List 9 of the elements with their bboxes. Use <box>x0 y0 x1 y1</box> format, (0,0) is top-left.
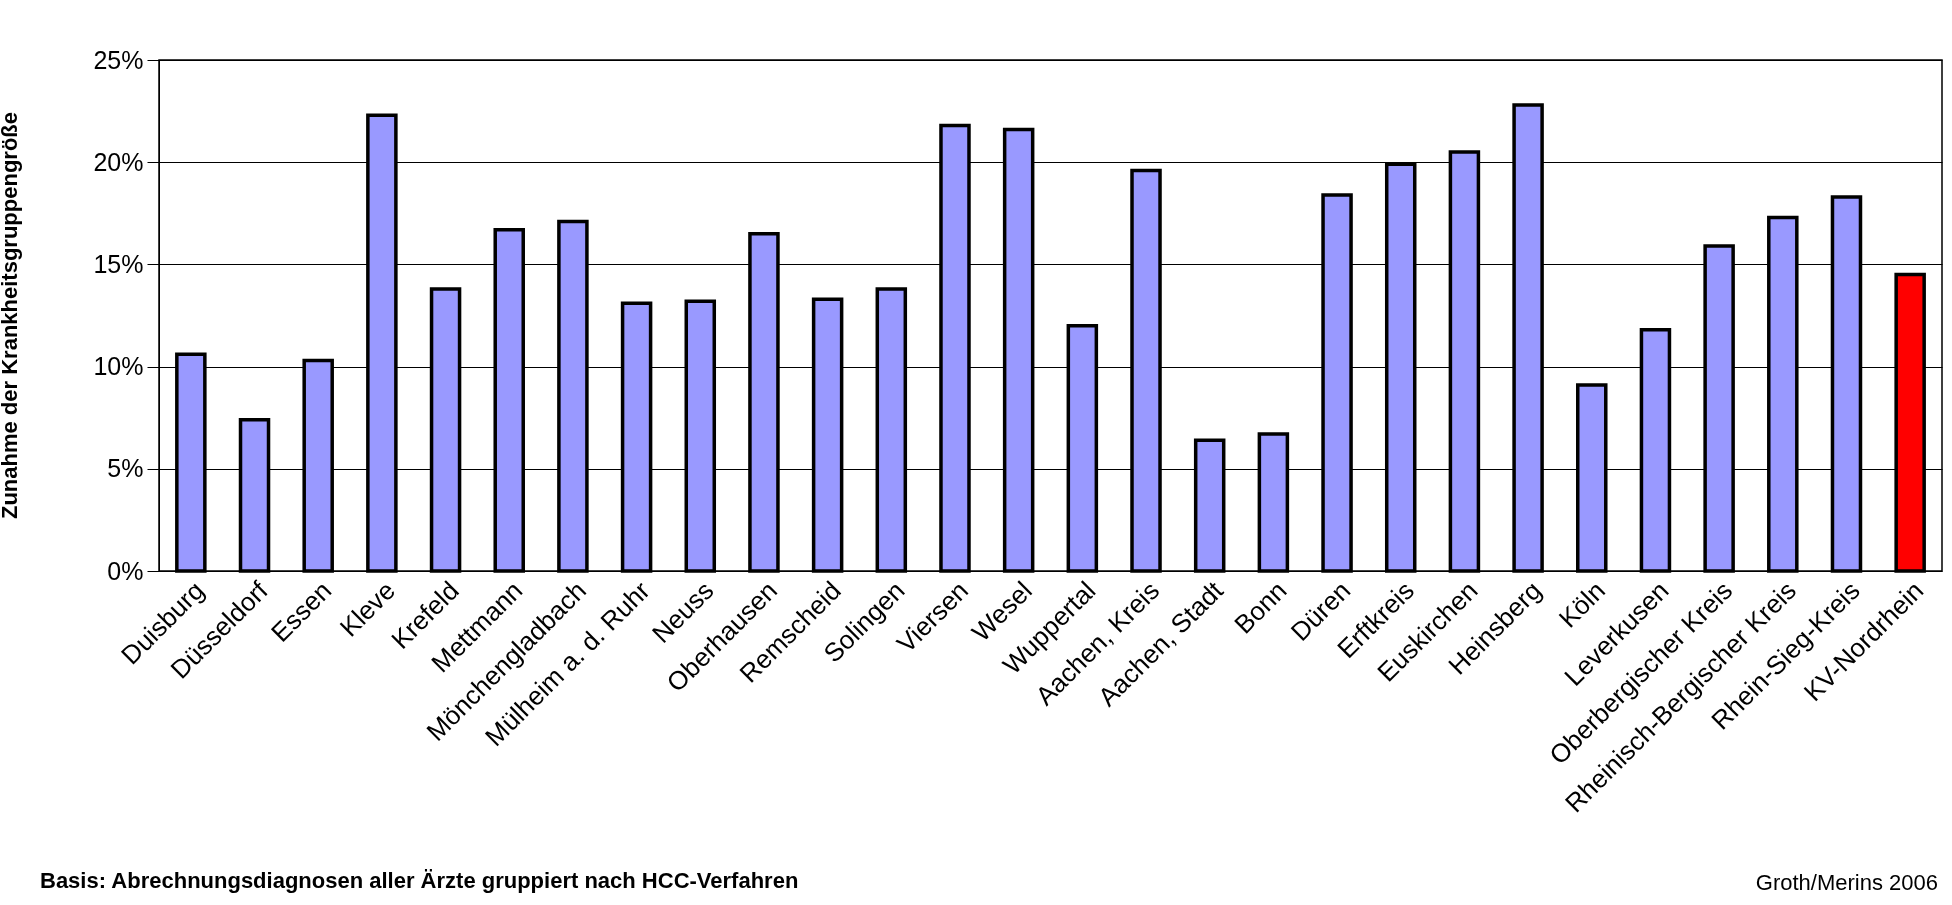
y-tick-label: 20% <box>93 147 144 176</box>
y-tick-label: 10% <box>93 352 144 381</box>
y-axis-title: Zunahme der Krankheitsgruppengröße <box>0 111 22 520</box>
y-tick-label: 15% <box>93 249 144 278</box>
y-tick-label: 5% <box>107 454 144 483</box>
y-tick-label: 0% <box>107 556 144 585</box>
y-tick-label: 25% <box>93 45 144 74</box>
text: Basis: Abrechnungsdiagnosen aller Ärzte gruppiert nach HCC-Verfahren <box>40 868 799 894</box>
text: Groth/Merins 2006 <box>1755 870 1938 896</box>
